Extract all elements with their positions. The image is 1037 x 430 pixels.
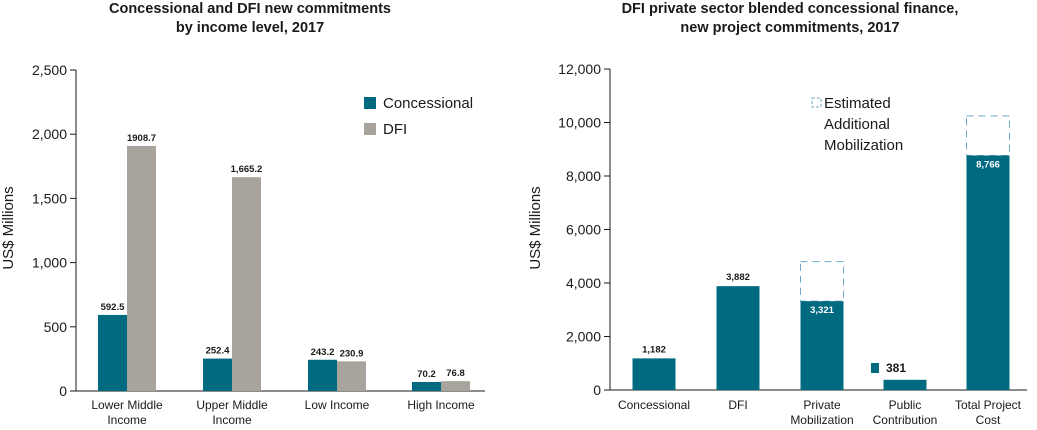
chart2-estimated-mobilization-box [966,115,1010,157]
chart1-data-label: 243.2 [311,347,335,358]
chart2-bar [632,358,676,390]
chart1-legend-label: DFI [383,121,407,138]
chart2-data-label: 381 [886,361,906,375]
chart1-bar-concessional [412,381,441,391]
chart1-category-label: High Income [407,398,475,412]
chart2-data-label: 3,321 [810,305,834,316]
chart2-bar [966,155,1010,390]
chart2-y-tick-label: 10,000 [558,115,601,131]
chart2-legend-swatch-estimated [811,97,822,108]
chart2-legend: Estimated Additional Mobilization [811,95,903,154]
chart1-legend-swatch-concessional [364,97,376,109]
chart2-category-label: Cost [976,413,1001,427]
chart2-category-label: Concessional [618,398,690,412]
chart1-y-tick-label: 0 [59,383,67,399]
chart2-bar [716,286,760,390]
chart2-y-tick-label: 2,000 [566,329,601,345]
chart2-public-contribution-marker [871,363,879,373]
chart2-legend-label: Mobilization [824,137,903,154]
chart2-y-tick-label: 6,000 [566,222,601,238]
chart2-bar [883,379,927,390]
chart1-bar-dfi [232,177,261,391]
chart2-y-tick-label: 8,000 [566,168,601,184]
chart1-y-tick-label: 1,000 [32,255,67,271]
chart1-legend-label: Concessional [383,95,473,112]
chart2-data-label: 3,882 [726,272,750,283]
chart1-data-label: 230.9 [340,348,364,359]
chart1-title-line-1: Concessional and DFI new commitments [109,1,391,17]
chart2-category-label: Contribution [873,413,938,427]
chart1-title-line-2: by income level, 2017 [176,20,324,36]
chart1-bar-dfi [127,145,156,391]
chart2-axes: 0 2,000 4,000 6,000 8,000 10,000 12,000 [558,61,1027,398]
chart2-y-tick-label: 4,000 [566,275,601,291]
chart1-y-tick-label: 500 [44,319,68,335]
chart1-data-label: 252.4 [206,346,230,357]
chart2-data-label: 8,766 [976,160,1000,171]
chart1-data-label: 1908.7 [127,133,156,144]
chart1-bar-concessional [308,359,337,391]
chart2-y-axis-label: US$ Millions [527,186,544,269]
chart1-bar-concessional [203,358,232,391]
chart1-bar-concessional [98,314,127,391]
chart1-data-label: 1,665.2 [231,164,263,175]
chart2-category-label: Public [889,398,922,412]
chart2-legend-label: Additional [824,116,890,133]
chart2-category-label: DFI [728,398,747,412]
chart2-title-line-1: DFI private sector blended concessional … [622,1,959,17]
chart2-bar [800,301,844,390]
chart1-category-label: Upper Middle [196,398,268,412]
chart1-y-tick-label: 1,500 [32,190,67,206]
chart1-data-label: 70.2 [417,369,436,380]
chart1-bar-dfi [337,361,366,391]
chart2-y-tick-label: 12,000 [558,61,601,77]
chart1-category-label: Low Income [305,398,370,412]
chart2-category-label: Private [803,398,841,412]
chart2-legend-label: Estimated [824,95,891,112]
chart2-category-label: Total Project [955,398,1022,412]
chart-dfi-blended-finance: DFI private sector blended concessional … [527,1,1027,427]
chart1-category-label: Income [107,413,147,427]
chart1-y-tick-label: 2,000 [32,126,67,142]
chart2-estimated-mobilization-box [800,261,844,302]
chart1-legend-swatch-dfi [364,123,376,135]
chart2-data-label: 1,182 [642,344,666,355]
chart1-data-label: 592.5 [101,302,125,313]
chart1-y-tick-label: 2,500 [32,62,67,78]
chart2-title-line-2: new project commitments, 2017 [680,20,899,36]
chart2-category-label: Mobilization [790,413,853,427]
chart1-data-label: 76.8 [446,368,465,379]
chart2-y-tick-label: 0 [593,382,601,398]
chart1-axes: 0 500 1,000 1,500 2,000 2,500 [32,62,485,399]
chart1-category-label: Lower Middle [91,398,163,412]
chart1-category-label: Income [212,413,252,427]
chart1-y-axis-label: US$ Millions [0,186,17,269]
chart-concessional-dfi-by-income: Concessional and DFI new commitments by … [0,1,485,427]
chart2-bars: 1,182Concessional3,882DFI3,321PrivateMob… [618,115,1022,427]
chart1-legend: Concessional DFI [364,95,473,138]
chart1-bar-dfi [441,381,470,391]
